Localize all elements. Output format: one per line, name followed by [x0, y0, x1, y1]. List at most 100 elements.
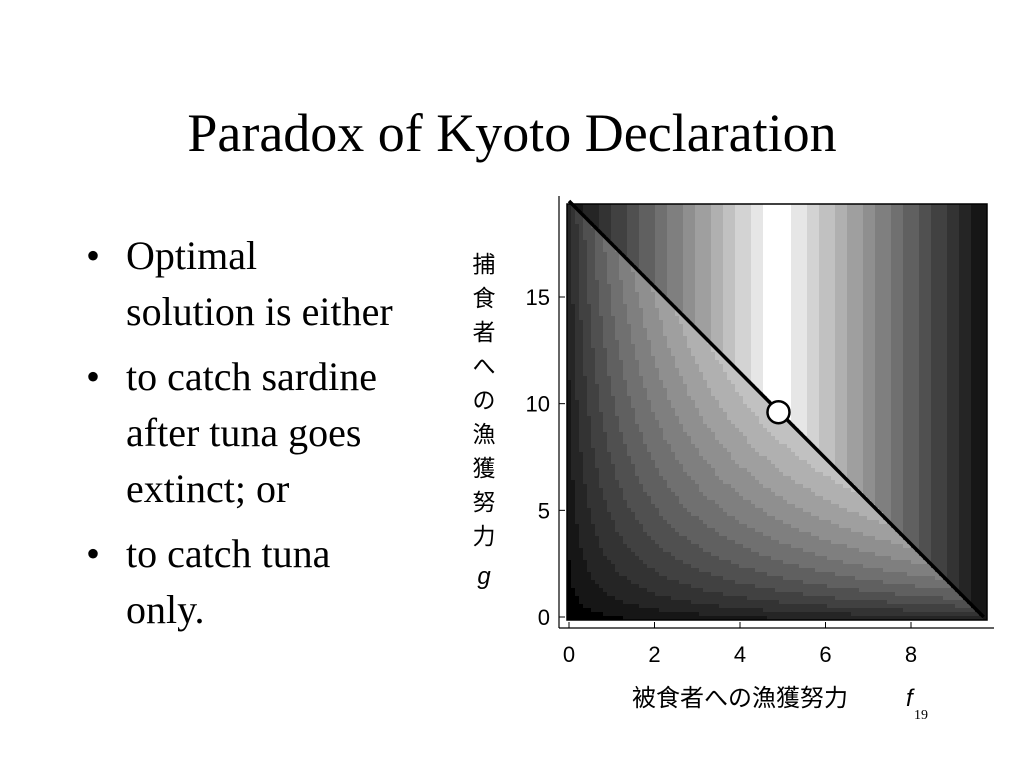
contour-cell [711, 300, 716, 305]
contour-cell [647, 364, 652, 369]
contour-cell [591, 328, 596, 333]
contour-cell [627, 396, 632, 401]
contour-cell [667, 608, 672, 613]
contour-cell [663, 556, 668, 561]
contour-cell [627, 332, 632, 337]
contour-cell [575, 388, 580, 393]
contour-cell [679, 420, 684, 425]
contour-cell [751, 604, 756, 609]
contour-cell [623, 264, 628, 269]
contour-cell [615, 612, 620, 617]
contour-cell [675, 368, 680, 373]
contour-cell [615, 400, 620, 405]
contour-cell [719, 504, 724, 509]
contour-cell [675, 256, 680, 261]
contour-cell [687, 252, 692, 257]
contour-cell [659, 540, 664, 545]
contour-cell [747, 400, 752, 405]
contour-cell [591, 444, 596, 449]
contour-cell [631, 356, 636, 361]
contour-cell [719, 336, 724, 341]
contour-cell [595, 424, 600, 429]
contour-cell [623, 304, 628, 309]
contour-cell [663, 456, 668, 461]
contour-cell [727, 256, 732, 261]
contour-cell [607, 380, 612, 385]
contour-cell [591, 564, 596, 569]
contour-cell [735, 524, 740, 529]
contour-cell [647, 340, 652, 345]
contour-cell [643, 480, 648, 485]
contour-cell [651, 544, 656, 549]
contour-cell [719, 276, 724, 281]
contour-cell [647, 244, 652, 249]
contour-cell [615, 348, 620, 353]
contour-cell [607, 248, 612, 253]
contour-cell [655, 600, 660, 605]
contour-cell [691, 316, 696, 321]
contour-cell [711, 288, 716, 293]
contour-cell [659, 560, 664, 565]
contour-cell [643, 508, 648, 513]
contour-cell [663, 476, 668, 481]
contour-cell [595, 372, 600, 377]
contour-cell [623, 448, 628, 453]
contour-cell [707, 600, 712, 605]
contour-cell [675, 412, 680, 417]
contour-cell [635, 592, 640, 597]
contour-cell [587, 592, 592, 597]
contour-cell [687, 536, 692, 541]
contour-cell [707, 484, 712, 489]
contour-cell [615, 556, 620, 561]
contour-cell [755, 456, 760, 461]
contour-cell [691, 488, 696, 493]
contour-cell [679, 396, 684, 401]
contour-cell [703, 260, 708, 265]
contour-cell [643, 596, 648, 601]
contour-cell [587, 300, 592, 305]
contour-cell [663, 300, 668, 305]
contour-cell [591, 276, 596, 281]
contour-cell [639, 580, 644, 585]
contour-cell [587, 284, 592, 289]
contour-cell [611, 552, 616, 557]
contour-cell [571, 600, 576, 605]
contour-cell [687, 372, 692, 377]
contour-cell [583, 244, 588, 249]
contour-cell [731, 296, 736, 301]
contour-cell [743, 500, 748, 505]
contour-cell [635, 576, 640, 581]
contour-cell [727, 244, 732, 249]
contour-cell [627, 364, 632, 369]
contour-cell [699, 420, 704, 425]
contour-cell [671, 240, 676, 245]
contour-cell [739, 312, 744, 317]
contour-cell [751, 588, 756, 593]
contour-cell [651, 404, 656, 409]
contour-cell [591, 520, 596, 525]
contour-cell [679, 604, 684, 609]
contour-cell [643, 592, 648, 597]
contour-cell [663, 572, 668, 577]
contour-cell [603, 380, 608, 385]
contour-cell [655, 304, 660, 309]
contour-cell [691, 588, 696, 593]
contour-cell [731, 392, 736, 397]
contour-cell [639, 608, 644, 613]
contour-cell [703, 284, 708, 289]
contour-cell [739, 356, 744, 361]
contour-cell [607, 324, 612, 329]
contour-cell [631, 316, 636, 321]
contour-cell [639, 540, 644, 545]
contour-cell [567, 304, 572, 309]
contour-cell [583, 248, 588, 253]
contour-cell [575, 320, 580, 325]
contour-cell [699, 360, 704, 365]
contour-cell [671, 388, 676, 393]
contour-cell [591, 524, 596, 529]
contour-cell [691, 464, 696, 469]
contour-cell [703, 256, 708, 261]
contour-cell [699, 476, 704, 481]
contour-cell [747, 548, 752, 553]
contour-cell [751, 364, 756, 369]
